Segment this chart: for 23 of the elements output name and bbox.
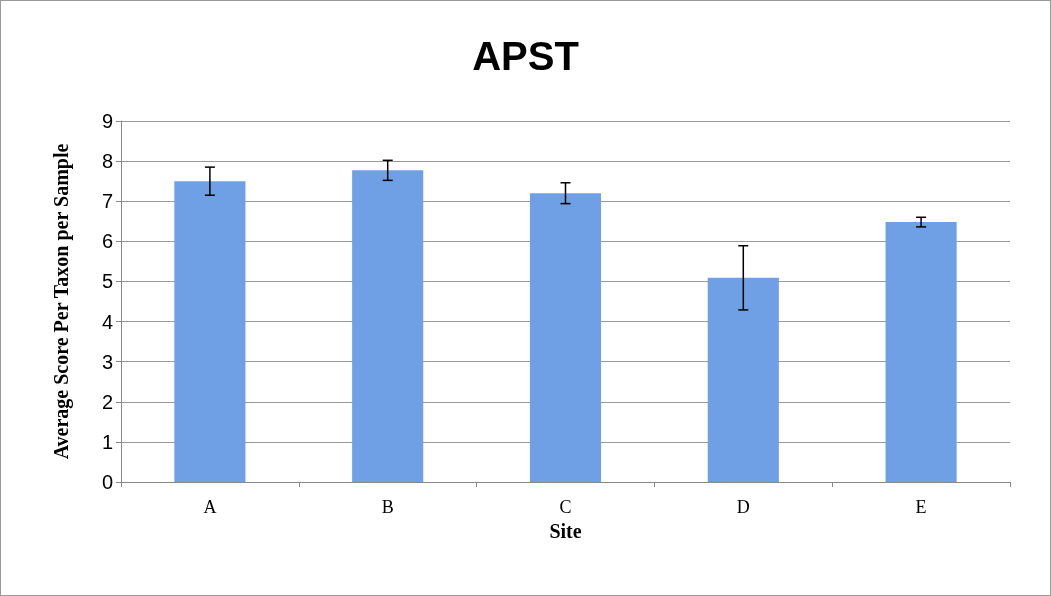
y-tick-label: 2 bbox=[101, 390, 113, 413]
x-tick-label: E bbox=[915, 497, 927, 517]
bar bbox=[529, 193, 602, 482]
y-tick-label: 0 bbox=[101, 471, 113, 493]
bar bbox=[885, 222, 957, 482]
y-tick-label: 6 bbox=[101, 230, 113, 253]
bar bbox=[174, 181, 246, 482]
x-tick-label: B bbox=[381, 497, 394, 517]
chart-title: APST bbox=[472, 34, 579, 78]
x-axis-title: Site bbox=[549, 519, 582, 542]
y-tick-label: 8 bbox=[101, 150, 113, 173]
y-tick-label: 9 bbox=[101, 110, 113, 132]
bar bbox=[352, 170, 424, 482]
bar bbox=[707, 277, 779, 482]
x-tick-label: C bbox=[559, 497, 572, 517]
x-tick-label: A bbox=[203, 497, 217, 517]
y-tick-label: 5 bbox=[101, 270, 113, 293]
y-tick-label: 1 bbox=[101, 430, 113, 453]
y-axis-title: Average Score Per Taxon per Sample bbox=[50, 143, 73, 460]
y-tick-label: 3 bbox=[101, 350, 113, 373]
y-tick-label: 4 bbox=[101, 310, 113, 333]
y-tick-label: 7 bbox=[101, 190, 113, 213]
x-tick-label: D bbox=[736, 497, 750, 517]
